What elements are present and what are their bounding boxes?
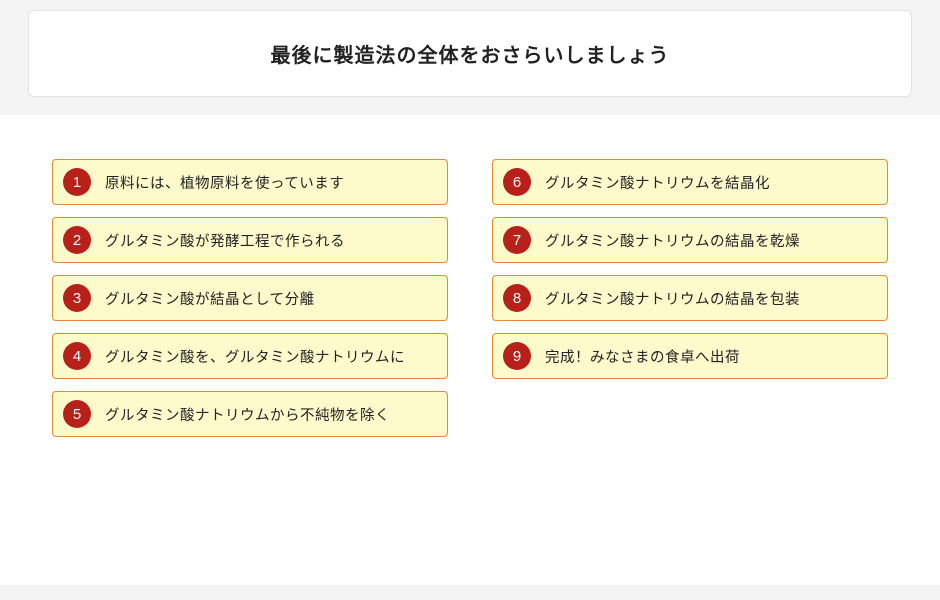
title-box: 最後に製造法の全体をおさらいしましょう	[28, 10, 912, 97]
step-number-badge: 9	[503, 342, 531, 370]
step-number-badge: 4	[63, 342, 91, 370]
step-number-badge: 1	[63, 168, 91, 196]
step-number-badge: 5	[63, 400, 91, 428]
step-item: 7 グルタミン酸ナトリウムの結晶を乾燥	[492, 217, 888, 263]
step-item: 6 グルタミン酸ナトリウムを結晶化	[492, 159, 888, 205]
page-root: 最後に製造法の全体をおさらいしましょう 1 原料には、植物原料を使っています 2…	[0, 0, 940, 600]
step-item: 8 グルタミン酸ナトリウムの結晶を包装	[492, 275, 888, 321]
page-title: 最後に製造法の全体をおさらいしましょう	[39, 39, 901, 68]
step-label: グルタミン酸が発酵工程で作られる	[105, 230, 345, 251]
step-number-badge: 6	[503, 168, 531, 196]
step-label: グルタミン酸を、グルタミン酸ナトリウムに	[105, 346, 405, 367]
step-label: グルタミン酸ナトリウムの結晶を包装	[545, 288, 800, 309]
step-item: 5 グルタミン酸ナトリウムから不純物を除く	[52, 391, 448, 437]
step-item: 3 グルタミン酸が結晶として分離	[52, 275, 448, 321]
step-number-badge: 3	[63, 284, 91, 312]
step-label: 完成！みなさまの食卓へ出荷	[545, 346, 740, 367]
step-item: 1 原料には、植物原料を使っています	[52, 159, 448, 205]
step-label: 原料には、植物原料を使っています	[105, 172, 344, 193]
step-item: 4 グルタミン酸を、グルタミン酸ナトリウムに	[52, 333, 448, 379]
step-item: 9 完成！みなさまの食卓へ出荷	[492, 333, 888, 379]
step-label: グルタミン酸ナトリウムから不純物を除く	[105, 404, 390, 425]
step-number-badge: 2	[63, 226, 91, 254]
step-number-badge: 7	[503, 226, 531, 254]
step-item: 2 グルタミン酸が発酵工程で作られる	[52, 217, 448, 263]
columns: 1 原料には、植物原料を使っています 2 グルタミン酸が発酵工程で作られる 3 …	[52, 159, 888, 437]
left-column: 1 原料には、植物原料を使っています 2 グルタミン酸が発酵工程で作られる 3 …	[52, 159, 448, 437]
header-zone: 最後に製造法の全体をおさらいしましょう	[0, 0, 940, 115]
step-label: グルタミン酸ナトリウムの結晶を乾燥	[545, 230, 800, 251]
step-number-badge: 8	[503, 284, 531, 312]
body-zone: 1 原料には、植物原料を使っています 2 グルタミン酸が発酵工程で作られる 3 …	[0, 115, 940, 585]
step-label: グルタミン酸ナトリウムを結晶化	[545, 172, 770, 193]
step-label: グルタミン酸が結晶として分離	[105, 288, 315, 309]
right-column: 6 グルタミン酸ナトリウムを結晶化 7 グルタミン酸ナトリウムの結晶を乾燥 8 …	[492, 159, 888, 437]
